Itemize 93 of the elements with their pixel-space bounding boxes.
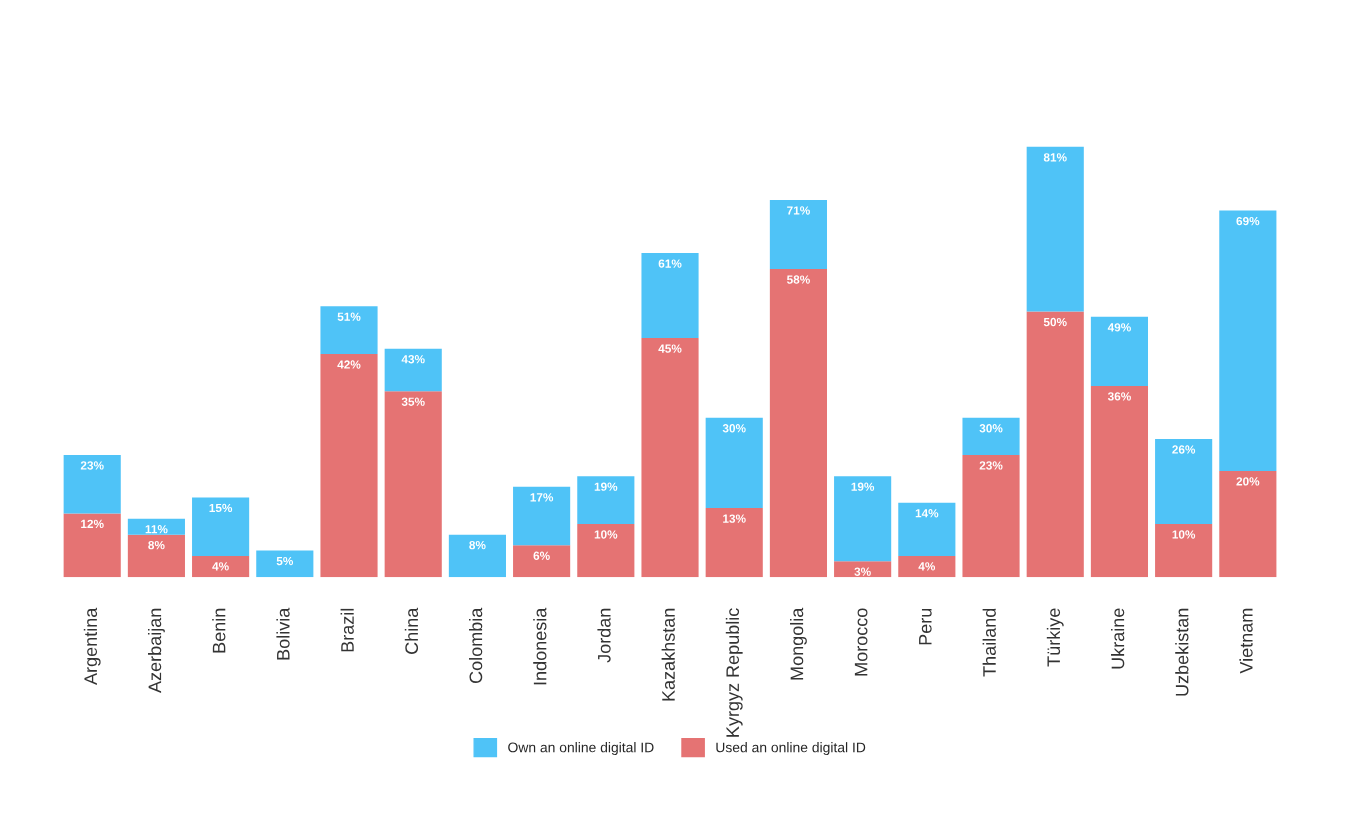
bar [577,476,635,525]
bar [898,502,956,556]
data-label: 20% [1236,477,1260,486]
data-label: 12% [81,519,104,529]
bar [256,550,314,578]
data-label: 35% [401,397,425,406]
bar [1155,524,1213,578]
x-tick-label: Kyrgyz Republic [725,608,743,737]
x-tick-label: Uzbekistan [1175,608,1189,696]
x-tick-label: Vietnam [1239,608,1253,674]
x-tick-label: Thailand [982,608,996,677]
data-label: 3% [854,567,871,576]
bar [384,391,442,578]
total-label: 30% [979,424,1003,433]
x-tick-label: Morocco [854,608,868,676]
data-label: 50% [1043,317,1067,327]
x-tick-label: Mongolia [790,607,807,680]
x-tick-label: Brazil [340,608,354,652]
total-label: 43% [401,355,425,364]
bar [1155,439,1213,525]
data-label: 58% [786,275,810,284]
total-label: 69% [1236,216,1260,226]
total-label: 5% [276,556,294,566]
bar [834,561,892,578]
bar [448,534,506,578]
data-label: 10% [1172,530,1196,539]
total-label: 14% [915,509,939,518]
bar [127,534,185,578]
bar [192,497,250,556]
data-label: 6% [533,551,550,560]
bar [192,555,250,578]
bar [127,518,185,535]
bar [513,486,571,546]
total-label: 15% [209,503,233,513]
bar [769,269,827,578]
bar [962,417,1020,455]
data-label: 36% [1107,392,1131,401]
total-label: 71% [787,206,810,215]
x-tick-label: Kazakhstan [661,608,675,701]
total-label: 61% [658,259,682,268]
legend-label: Used an online digital ID [716,742,866,756]
bar [63,513,121,578]
x-tick-label: Bolivia [276,607,290,660]
bar [1090,385,1149,578]
bar [1219,210,1277,471]
total-label: 8% [469,540,486,550]
x-tick-label: Colombia [469,607,483,684]
data-label: 23% [979,461,1003,470]
x-tick-label: China [404,607,419,654]
total-label: 23% [80,461,104,470]
x-tick-label: Argentina [83,607,101,685]
bar [769,199,827,270]
x-tick-label: Jordan [597,608,611,663]
data-label: 42% [337,360,361,369]
x-tick-label: Indonesia [533,607,547,685]
bar [962,454,1020,578]
bar [705,417,763,509]
bar [63,454,121,514]
total-label: 11% [145,525,168,534]
bar [1090,316,1149,386]
x-tick-label: Azerbaijan [147,608,165,693]
bar [513,545,571,578]
total-label: 49% [1107,323,1131,332]
data-label: 4% [918,562,936,571]
bar [705,508,763,578]
x-tick-label: Ukraine [1111,608,1125,669]
data-label: 10% [594,530,618,539]
bar [1026,311,1084,578]
bar [1026,146,1084,312]
total-label: 26% [1172,445,1196,454]
x-tick-label: Benin [212,608,226,653]
bar [641,338,699,578]
total-label: 81% [1043,153,1067,162]
total-label: 17% [530,493,554,502]
total-label: 19% [594,482,618,491]
total-label: 19% [851,482,875,491]
data-label: 4% [212,562,229,571]
bar [641,253,699,339]
total-label: 51% [337,312,361,321]
total-label: 30% [722,424,746,433]
x-tick-label: Türkiye [1046,608,1064,667]
bar [320,354,378,578]
data-label: 13% [723,514,746,523]
legend-label: Own an online digital ID [508,742,654,756]
bar [384,348,442,392]
bar [834,476,892,562]
data-label: 8% [148,540,165,550]
bar [577,524,635,578]
data-label: 45% [658,344,682,353]
bar [320,306,378,355]
bar [1219,470,1277,578]
bar [898,555,956,578]
x-tick-label: Peru [919,608,932,645]
